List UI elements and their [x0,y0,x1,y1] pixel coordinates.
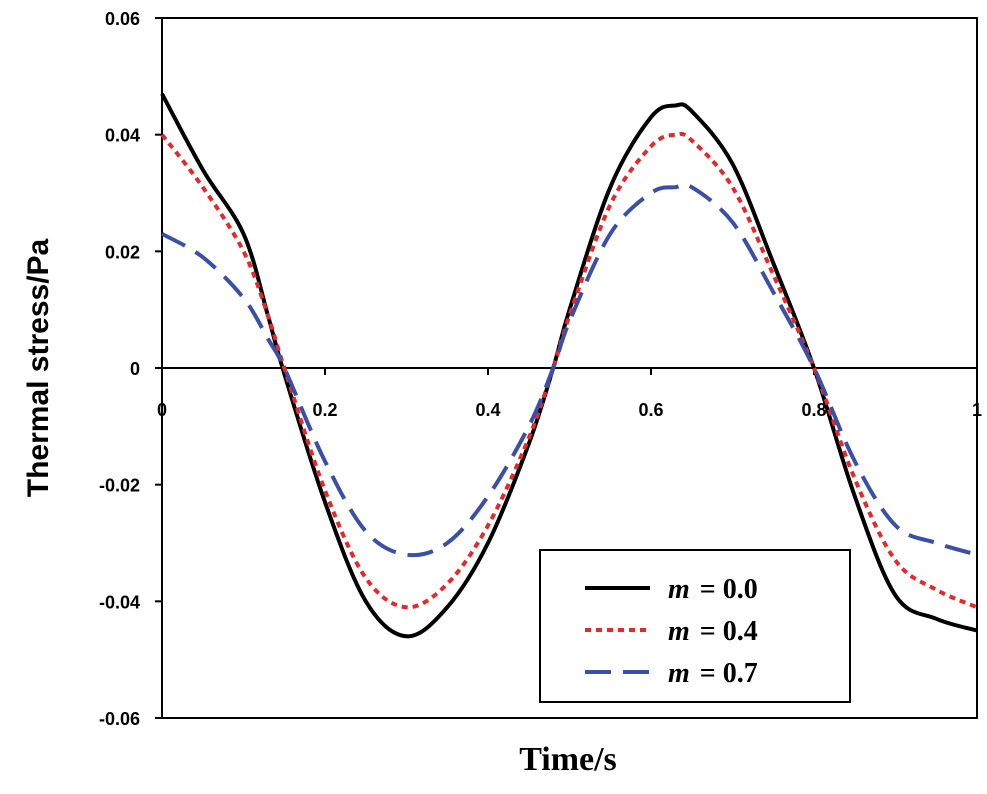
y-tick-label: 0 [130,359,140,379]
y-axis-label: Thermal stress/Pa [22,238,55,497]
legend-label-value: = 0.0 [700,574,758,605]
y-tick-label: -0.04 [99,592,140,612]
legend-label: m = 0.7 [668,658,758,689]
y-tick-label: -0.02 [99,476,140,496]
legend-label-value: = 0.4 [700,616,758,647]
legend-label: m = 0.4 [668,616,758,647]
x-tick-label: 0 [157,400,167,420]
legend-box [539,549,851,703]
legend-label-variable: m [668,658,690,689]
legend-label: m = 0.0 [668,574,758,605]
x-tick-label: 0.8 [801,400,826,420]
x-tick-label: 0.6 [638,400,663,420]
y-tick-label: 0.06 [105,9,140,29]
y-tick-label: 0.02 [105,242,140,262]
x-axis-ticks: 0 0.2 0.4 0.6 0.8 1 [157,368,982,420]
legend-label-variable: m [668,616,690,647]
y-tick-label: 0.04 [105,126,140,146]
legend-items: m = 0.0 m = 0.4 m = 0.7 [585,574,758,689]
x-tick-label: 1 [972,400,982,420]
x-axis-label: Time/s [519,741,617,778]
x-tick-label: 0.2 [312,400,337,420]
legend: m = 0.0 m = 0.4 m = 0.7 [539,549,851,703]
y-axis-ticks: 0.06 0.04 0.02 0 -0.02 -0.04 -0.06 [99,9,162,729]
y-tick-label: -0.06 [99,709,140,729]
legend-label-value: = 0.7 [700,658,758,689]
x-tick-label: 0.4 [475,400,500,420]
series-lines [160,92,978,639]
legend-label-variable: m [668,574,690,605]
series-line-m-0-7 [161,182,978,558]
